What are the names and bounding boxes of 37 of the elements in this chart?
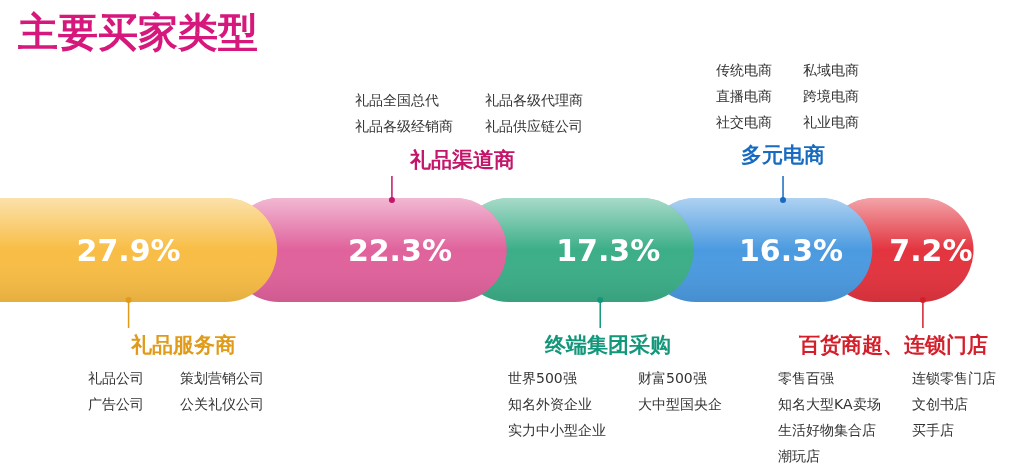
text: 知名大型KA卖场 <box>778 396 881 412</box>
category-label: 终端集团采购 <box>544 333 671 357</box>
text: 礼品各级经销商 <box>355 118 453 134</box>
text: 礼业电商 <box>803 114 859 130</box>
text: 礼品供应链公司 <box>485 118 583 134</box>
text: 知名外资企业 <box>508 396 592 412</box>
text: 礼品各级代理商 <box>485 92 583 108</box>
text: 连锁零售门店 <box>912 370 996 386</box>
category-label: 百货商超、连锁门店 <box>797 333 988 357</box>
category-label: 多元电商 <box>741 143 825 167</box>
text: 世界500强 <box>508 370 577 386</box>
text: 买手店 <box>912 422 954 438</box>
text: 财富500强 <box>638 370 707 386</box>
text: 实力中小型企业 <box>508 422 606 438</box>
data-label: 22.3% <box>347 232 452 268</box>
text: 策划营销公司 <box>180 370 264 386</box>
text: 零售百强 <box>778 370 834 386</box>
text: 主要买家类型 <box>17 9 258 55</box>
text: 生活好物集合店 <box>778 422 876 438</box>
text: 公关礼仪公司 <box>180 396 264 412</box>
text: 直播电商 <box>716 88 772 104</box>
text: 传统电商 <box>716 62 772 78</box>
text: 文创书店 <box>912 396 968 412</box>
text: 礼品全国总代 <box>355 92 439 108</box>
data-label: 17.3% <box>556 232 661 268</box>
data-label: 27.9% <box>76 232 181 268</box>
text: 广告公司 <box>88 396 144 412</box>
data-label: 7.2% <box>889 232 973 268</box>
category-label: 礼品渠道商 <box>408 148 515 172</box>
text: 礼品公司 <box>88 370 144 386</box>
text: 大中型国央企 <box>638 396 722 412</box>
text: 潮玩店 <box>778 448 820 464</box>
data-label: 16.3% <box>738 232 844 268</box>
text: 跨境电商 <box>803 88 859 104</box>
text: 私域电商 <box>803 62 859 78</box>
category-label: 礼品服务商 <box>129 333 236 357</box>
text: 社交电商 <box>716 114 772 130</box>
